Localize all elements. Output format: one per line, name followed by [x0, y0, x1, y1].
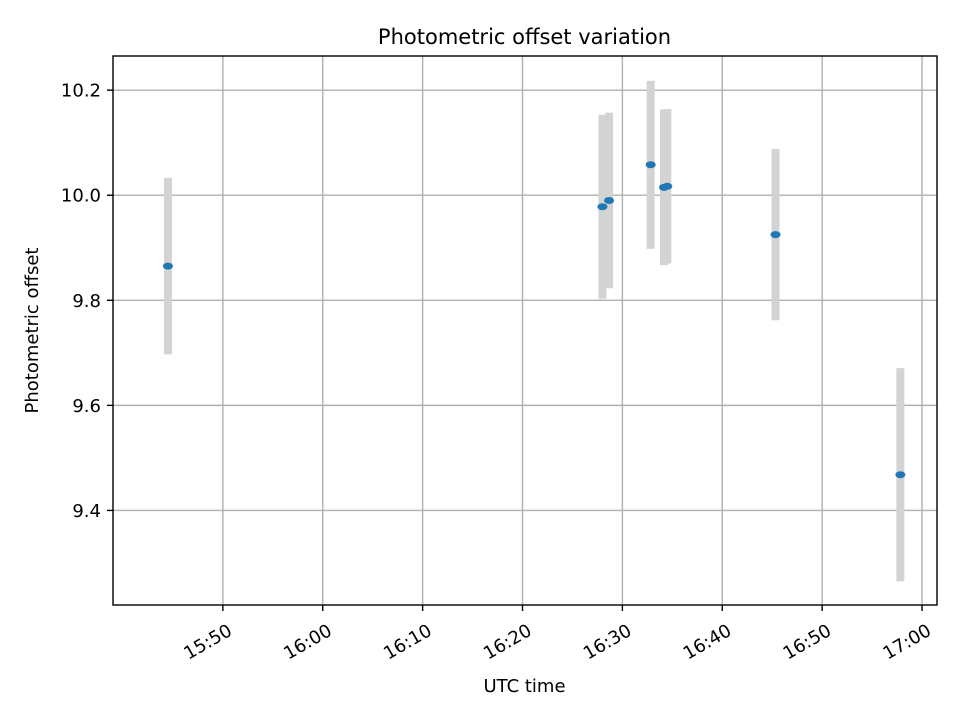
- data-point: [662, 182, 673, 190]
- y-tick-label: 9.6: [72, 396, 101, 417]
- chart-title: Photometric offset variation: [378, 25, 671, 49]
- plot-frame: [112, 55, 938, 606]
- x-axis-label: UTC time: [483, 676, 565, 697]
- x-tick-label: 16:40: [680, 620, 735, 664]
- x-tick-label: 16:50: [780, 620, 835, 664]
- x-tick-label: 16:10: [380, 620, 435, 664]
- x-tick-label: 16:30: [580, 620, 635, 664]
- error-bars: [163, 80, 905, 582]
- data-points: [162, 161, 906, 479]
- y-tick-label: 10.0: [61, 186, 101, 207]
- y-tick-label: 9.4: [72, 501, 101, 522]
- x-tick-label: 15:50: [180, 620, 235, 664]
- data-point: [770, 231, 781, 239]
- grid-lines: [113, 56, 937, 605]
- data-point: [597, 203, 608, 211]
- data-point: [645, 161, 656, 169]
- data-point: [895, 471, 906, 479]
- x-tick-label: 16:00: [280, 620, 335, 664]
- data-point: [604, 196, 615, 204]
- x-tick-label: 16:20: [480, 620, 535, 664]
- y-axis-label: Photometric offset: [22, 248, 43, 414]
- y-tick-label: 10.2: [61, 81, 101, 102]
- x-tick-label: 17:00: [879, 620, 934, 664]
- data-point: [162, 262, 173, 270]
- y-tick-label: 9.8: [72, 291, 101, 312]
- axis-ticks: 15:50 16:00 16:10 16:20 16:30 16:40 16:50 17:00…: [61, 81, 935, 665]
